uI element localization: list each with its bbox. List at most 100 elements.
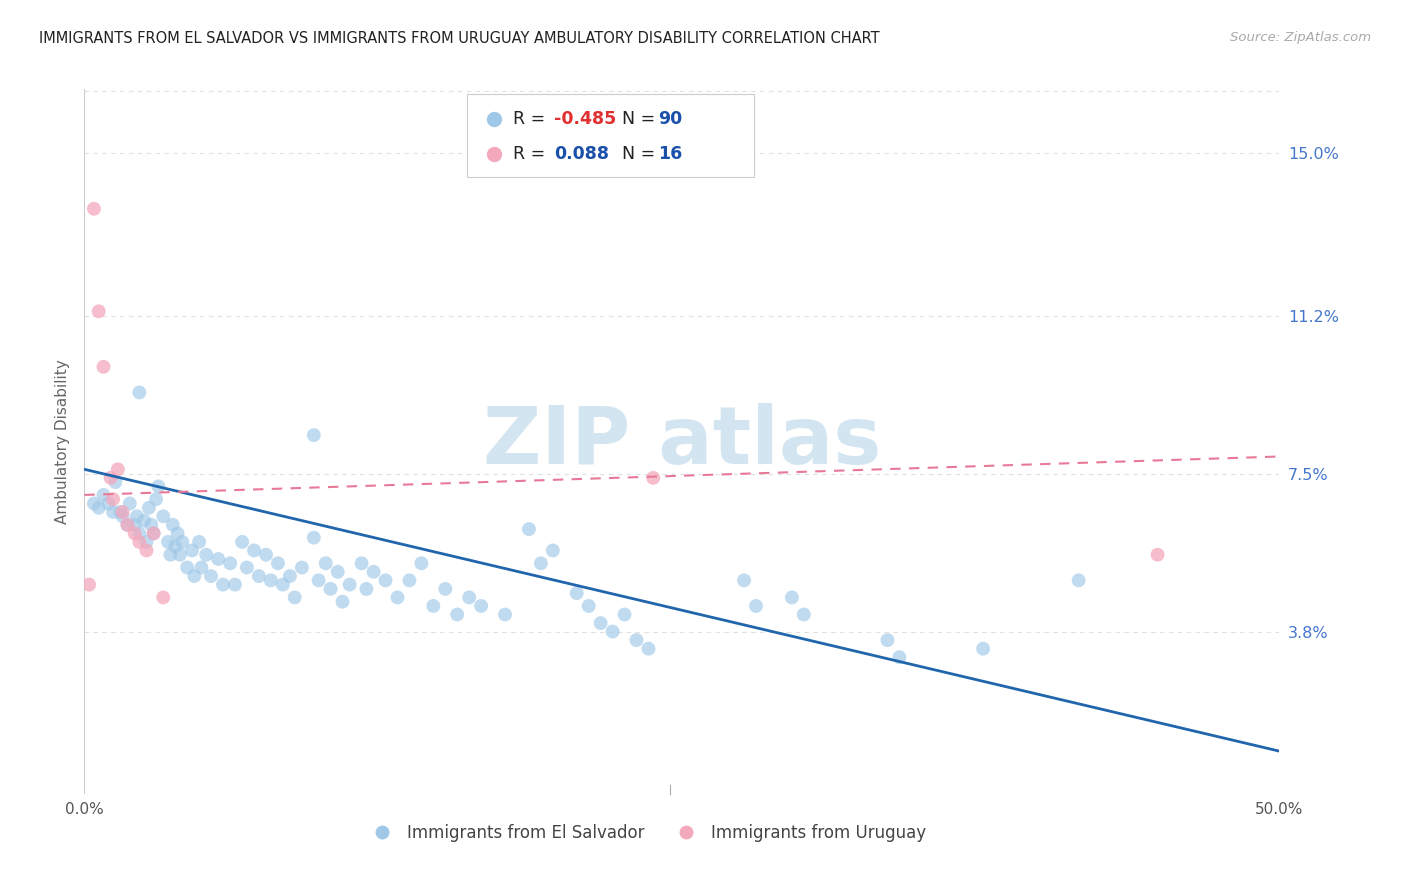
Text: 90: 90	[658, 110, 682, 128]
Text: ZIP atlas: ZIP atlas	[482, 402, 882, 481]
Point	[77, 577, 100, 591]
Point	[308, 574, 330, 588]
Point	[446, 607, 468, 622]
Point	[97, 496, 120, 510]
Point	[128, 526, 150, 541]
Point	[626, 633, 648, 648]
Point	[195, 548, 218, 562]
Point	[181, 543, 204, 558]
Point	[124, 517, 146, 532]
Text: R =: R =	[513, 110, 551, 128]
Point	[101, 505, 124, 519]
Point	[291, 560, 314, 574]
Point	[110, 505, 132, 519]
Point	[165, 539, 187, 553]
Point	[326, 565, 349, 579]
Point	[124, 526, 146, 541]
Point	[613, 607, 636, 622]
Point	[458, 591, 481, 605]
Point	[100, 471, 122, 485]
Point	[101, 492, 124, 507]
Point	[87, 500, 110, 515]
Point	[190, 560, 212, 574]
Text: N =: N =	[612, 110, 661, 128]
Point	[219, 556, 242, 570]
Point	[183, 569, 205, 583]
Point	[332, 595, 354, 609]
Point	[169, 548, 191, 562]
Point	[589, 615, 612, 630]
Point	[422, 599, 444, 613]
Point	[315, 556, 337, 570]
Point	[387, 591, 409, 605]
Point	[138, 500, 160, 515]
Point	[972, 641, 994, 656]
Point	[643, 471, 665, 485]
FancyBboxPatch shape	[467, 95, 754, 178]
Text: 16: 16	[658, 145, 682, 163]
Point	[302, 531, 325, 545]
Point	[278, 569, 301, 583]
Point	[434, 582, 457, 596]
Point	[356, 582, 378, 596]
Point	[157, 535, 180, 549]
Point	[565, 586, 588, 600]
Point	[780, 591, 803, 605]
Point	[104, 475, 127, 489]
Point	[1146, 548, 1168, 562]
Point	[142, 526, 165, 541]
Point	[637, 641, 659, 656]
Point	[319, 582, 342, 596]
Point	[132, 514, 156, 528]
Point	[243, 543, 266, 558]
Point	[188, 535, 211, 549]
Point	[602, 624, 624, 639]
Point	[125, 509, 148, 524]
Point	[176, 560, 198, 574]
Point	[494, 607, 516, 622]
Point	[470, 599, 492, 613]
Point	[530, 556, 553, 570]
Point	[141, 517, 163, 532]
Point	[236, 560, 259, 574]
Point	[148, 479, 170, 493]
Text: Source: ZipAtlas.com: Source: ZipAtlas.com	[1230, 31, 1371, 45]
Point	[411, 556, 433, 570]
Point	[135, 543, 157, 558]
Point	[517, 522, 540, 536]
Point	[159, 548, 181, 562]
Point	[111, 509, 134, 524]
Point	[142, 526, 165, 541]
Point	[224, 577, 246, 591]
Point	[889, 650, 911, 665]
Point	[166, 526, 188, 541]
Point	[231, 535, 253, 549]
Point	[93, 488, 115, 502]
Point	[578, 599, 600, 613]
Point	[207, 552, 229, 566]
Point	[212, 577, 235, 591]
Text: -0.485: -0.485	[554, 110, 616, 128]
Point	[284, 591, 307, 605]
Y-axis label: Ambulatory Disability: Ambulatory Disability	[55, 359, 70, 524]
Point	[374, 574, 396, 588]
Text: IMMIGRANTS FROM EL SALVADOR VS IMMIGRANTS FROM URUGUAY AMBULATORY DISABILITY COR: IMMIGRANTS FROM EL SALVADOR VS IMMIGRANT…	[39, 31, 880, 46]
Point	[87, 304, 110, 318]
Point	[145, 492, 167, 507]
Point	[350, 556, 373, 570]
Point	[793, 607, 815, 622]
Point	[83, 202, 105, 216]
Point	[271, 577, 294, 591]
Point	[107, 462, 129, 476]
Point	[302, 428, 325, 442]
Text: N =: N =	[612, 145, 661, 163]
Point	[247, 569, 270, 583]
Point	[363, 565, 385, 579]
Point	[111, 505, 134, 519]
Point	[541, 543, 564, 558]
Text: 0.088: 0.088	[554, 145, 609, 163]
Point	[152, 509, 174, 524]
Point	[118, 496, 141, 510]
Point	[260, 574, 283, 588]
Point	[128, 385, 150, 400]
